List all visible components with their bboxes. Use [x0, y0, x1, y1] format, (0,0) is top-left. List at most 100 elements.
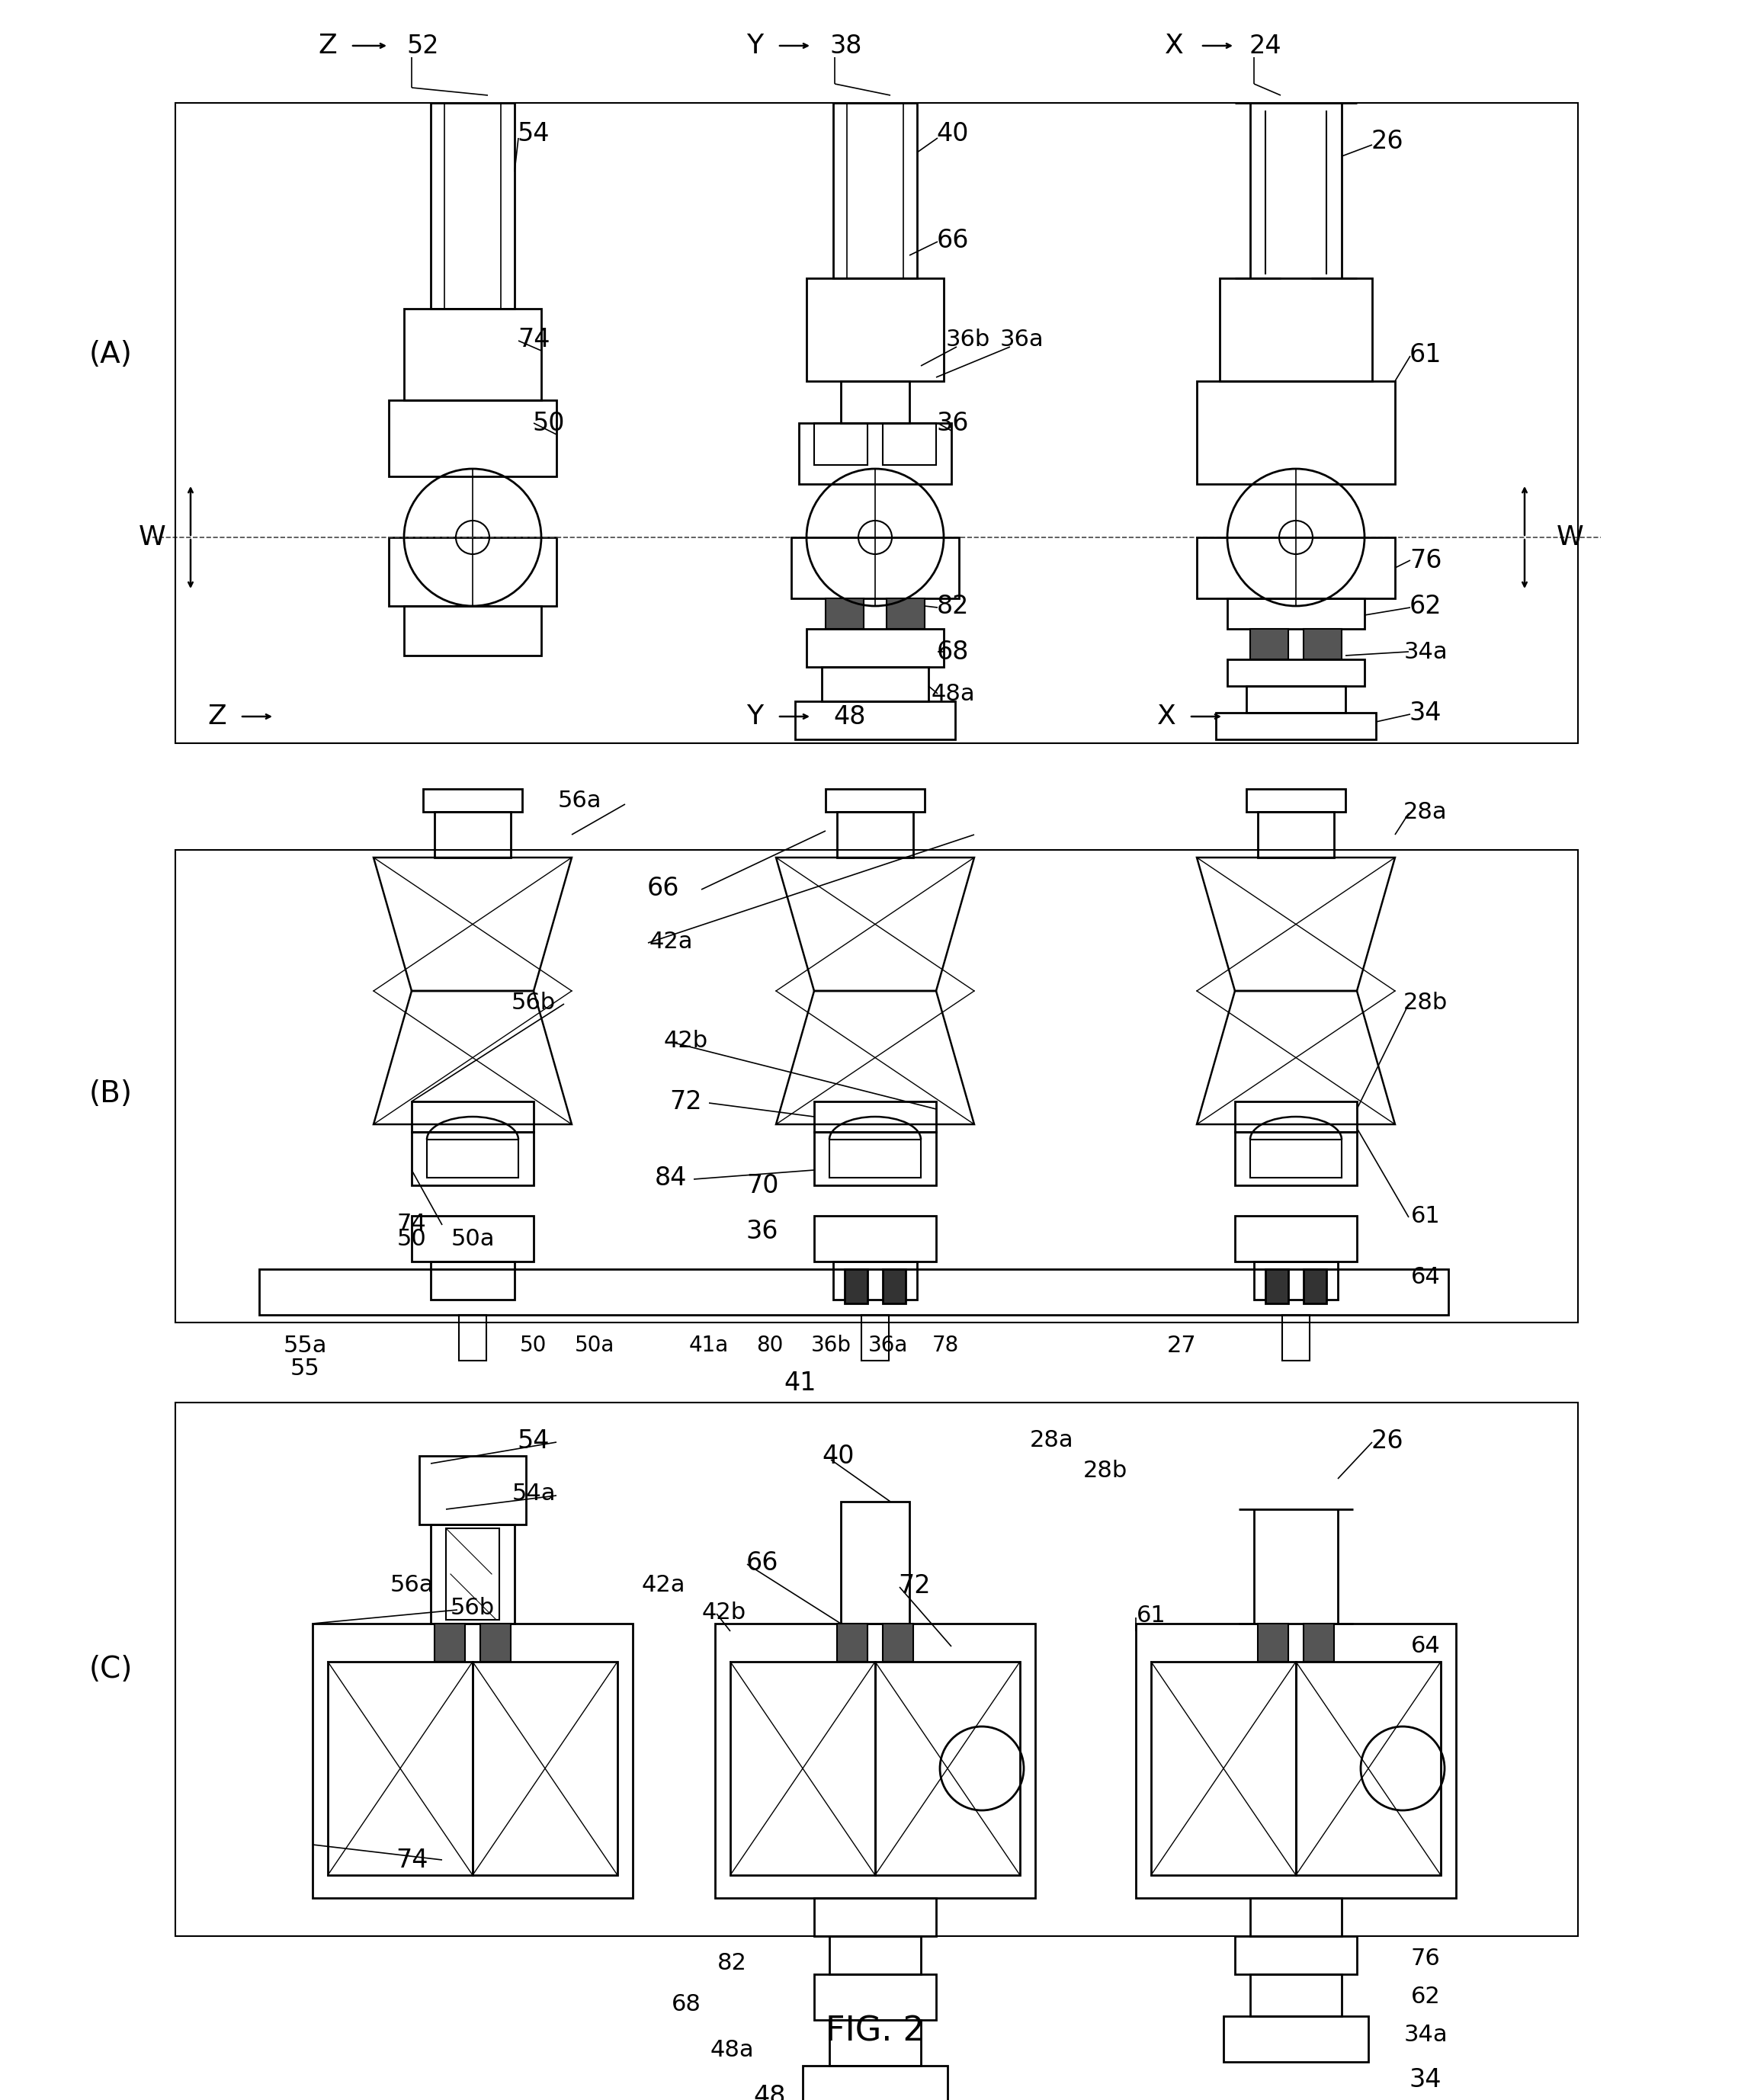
Bar [1234, 1132, 1357, 1184]
Bar [434, 1623, 466, 1661]
Text: 68: 68 [671, 1993, 700, 2016]
Bar [1303, 628, 1341, 659]
Bar [1250, 1974, 1341, 2016]
Bar [714, 1623, 1035, 1898]
Bar [389, 401, 557, 477]
Text: 82: 82 [937, 594, 968, 620]
Bar [1266, 1268, 1289, 1304]
Text: 68: 68 [937, 638, 968, 664]
Bar [1303, 1623, 1334, 1661]
Text: 36a: 36a [868, 1336, 909, 1357]
Bar [830, 1140, 921, 1178]
Text: 74: 74 [396, 1848, 427, 1873]
Text: 36a: 36a [1000, 328, 1044, 351]
Bar [1257, 1623, 1289, 1661]
Bar [814, 1102, 937, 1132]
Bar [259, 1268, 1448, 1315]
Text: 36b: 36b [811, 1336, 851, 1357]
Bar [1136, 1623, 1457, 1898]
Text: 76: 76 [1411, 1949, 1441, 1970]
Text: 42a: 42a [650, 930, 693, 953]
Bar [404, 607, 541, 655]
Bar [1227, 659, 1364, 687]
Text: 61: 61 [1411, 1205, 1441, 1226]
Text: 84: 84 [655, 1166, 686, 1191]
Bar [424, 790, 522, 813]
Bar [1282, 1315, 1310, 1361]
Text: 48a: 48a [932, 682, 975, 706]
Bar [1247, 687, 1345, 712]
Text: 82: 82 [716, 1951, 746, 1974]
Text: 34a: 34a [1404, 640, 1448, 664]
Bar [798, 422, 951, 483]
Text: 40: 40 [823, 1443, 854, 1468]
Text: 66: 66 [746, 1550, 779, 1575]
Bar [1198, 538, 1396, 598]
Text: 80: 80 [756, 1336, 783, 1357]
Text: 42b: 42b [702, 1600, 746, 1623]
Bar [1257, 813, 1334, 857]
Text: 50a: 50a [574, 1336, 615, 1357]
Text: 40: 40 [937, 122, 968, 147]
Text: 27: 27 [1166, 1334, 1196, 1357]
Bar [795, 701, 954, 739]
Text: 50: 50 [532, 410, 566, 435]
Bar [1254, 1262, 1338, 1300]
Text: 38: 38 [830, 34, 861, 59]
Bar [886, 598, 925, 628]
Bar [473, 1661, 618, 1875]
Text: 66: 66 [937, 227, 968, 252]
Text: 61: 61 [1136, 1604, 1166, 1628]
Text: 64: 64 [1411, 1266, 1441, 1287]
Text: 78: 78 [932, 1336, 960, 1357]
Text: 50: 50 [520, 1336, 546, 1357]
Bar [814, 422, 867, 464]
Bar [447, 1529, 499, 1619]
Text: (A): (A) [89, 340, 133, 370]
Text: 28a: 28a [1404, 800, 1448, 823]
Text: 56b: 56b [450, 1598, 496, 1619]
Bar [791, 538, 960, 598]
Bar [876, 1661, 1019, 1875]
Text: 34a: 34a [1404, 2024, 1448, 2045]
Text: X: X [1157, 704, 1175, 729]
Bar [1227, 598, 1364, 628]
Text: 61: 61 [1410, 342, 1441, 367]
Text: 42a: 42a [641, 1575, 685, 1596]
Bar [1215, 712, 1376, 739]
Text: 56a: 56a [390, 1575, 434, 1596]
Text: 70: 70 [746, 1172, 779, 1197]
Bar [883, 1623, 914, 1661]
Text: 76: 76 [1410, 548, 1441, 573]
Bar [431, 103, 515, 309]
Bar [175, 103, 1578, 743]
Bar [833, 1262, 918, 1300]
Text: (C): (C) [89, 1655, 133, 1684]
Text: 41a: 41a [690, 1336, 728, 1357]
Bar [411, 1216, 534, 1262]
Bar [1234, 1936, 1357, 1974]
Text: 28b: 28b [1084, 1460, 1128, 1483]
Bar [1250, 628, 1289, 659]
Bar [840, 1501, 909, 1623]
Bar [825, 598, 863, 628]
Text: 62: 62 [1411, 1987, 1441, 2008]
Text: 72: 72 [671, 1090, 702, 1113]
Text: (B): (B) [89, 1079, 133, 1109]
Bar [807, 277, 944, 380]
Bar [814, 1216, 937, 1262]
Text: 54: 54 [517, 122, 550, 147]
Bar [431, 1262, 515, 1300]
Bar [175, 850, 1578, 1323]
Bar [389, 538, 557, 607]
Bar [825, 790, 925, 813]
Text: Y: Y [746, 34, 763, 59]
Text: 55: 55 [291, 1357, 320, 1380]
Text: X: X [1164, 34, 1184, 59]
Bar [411, 1132, 534, 1184]
Text: 42b: 42b [664, 1029, 707, 1052]
Text: 72: 72 [898, 1573, 932, 1598]
Bar [814, 1974, 937, 2020]
Bar [837, 813, 914, 857]
Bar [730, 1661, 876, 1875]
